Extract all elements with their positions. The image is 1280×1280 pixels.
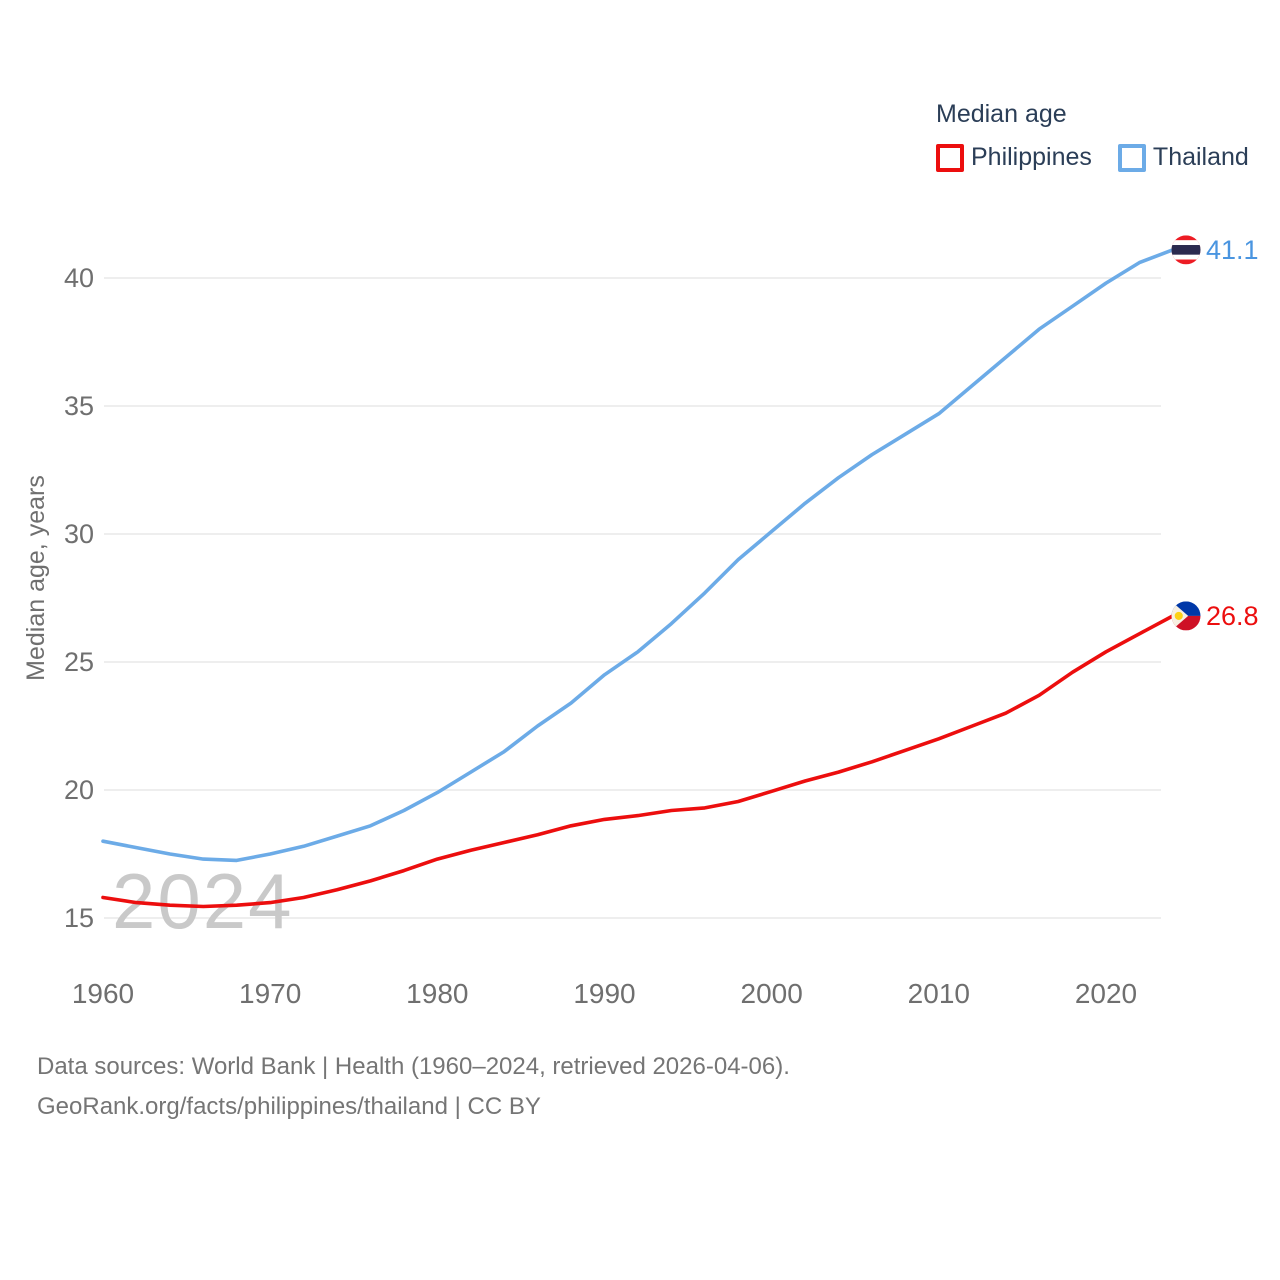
legend-item-philippines[interactable]: Philippines (936, 143, 1092, 172)
y-tick-label-40: 40 (64, 263, 94, 293)
x-tick-label-2010: 2010 (908, 978, 970, 1009)
end-value-label-thailand: 41.1 (1206, 235, 1259, 265)
y-tick-label-30: 30 (64, 519, 94, 549)
watermark-year: 2024 (112, 857, 294, 945)
chart-legend: Median age Philippines Thailand (936, 100, 1249, 172)
philippines-swatch-icon (936, 143, 964, 172)
end-value-label-philippines: 26.8 (1206, 601, 1259, 631)
series-line-philippines (101, 614, 1175, 909)
y-tick-label-20: 20 (64, 775, 94, 805)
series-line-thailand (101, 248, 1175, 863)
y-tick-label-35: 35 (64, 391, 94, 421)
x-tick-label-2020: 2020 (1075, 978, 1137, 1009)
thailand-flag-icon (1171, 235, 1201, 265)
chart-footer: Data sources: World Bank | Health (1960–… (37, 1047, 790, 1127)
median-age-line-chart: 15 20 25 30 35 40 1960 1970 1980 1990 2000 2010 2020… (22, 235, 1259, 1009)
legend-label-thailand: Thailand (1152, 143, 1249, 171)
footer-data-sources: Data sources: World Bank | Health (1960–… (37, 1053, 790, 1080)
legend-item-thailand[interactable]: Thailand (1117, 143, 1249, 172)
y-axis-title: Median age, years (22, 475, 50, 681)
thailand-swatch-icon (1117, 143, 1146, 172)
y-tick-label-25: 25 (64, 647, 94, 677)
x-tick-label-1970: 1970 (239, 978, 301, 1009)
legend-label-philippines: Philippines (971, 143, 1092, 171)
y-tick-label-15: 15 (64, 903, 94, 933)
footer-attribution: GeoRank.org/facts/philippines/thailand |… (37, 1093, 541, 1120)
x-tick-label-2000: 2000 (741, 978, 803, 1009)
legend-title: Median age (936, 100, 1067, 128)
philippines-flag-icon (1171, 601, 1201, 631)
legend-items: Philippines Thailand (936, 143, 1249, 172)
x-tick-label-1960: 1960 (72, 978, 134, 1009)
x-tick-label-1990: 1990 (573, 978, 635, 1009)
x-tick-label-1980: 1980 (406, 978, 468, 1009)
